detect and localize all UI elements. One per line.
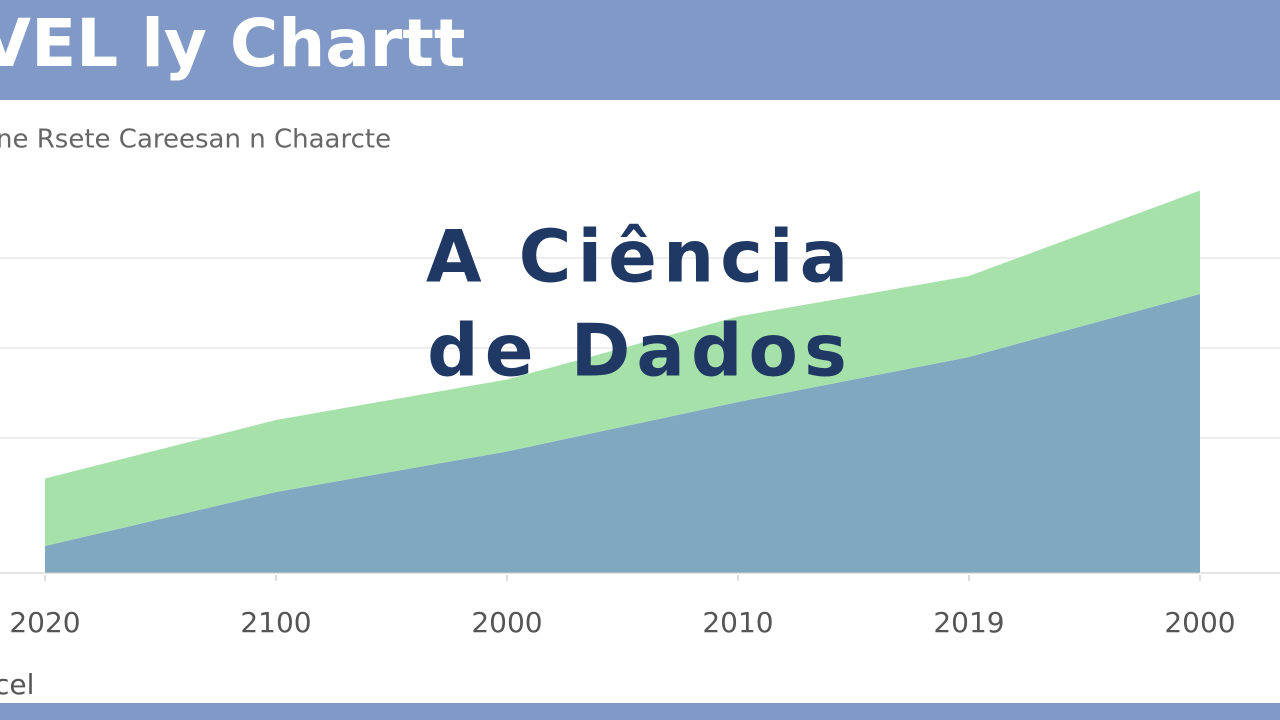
x-tick-label: 2100 bbox=[240, 606, 311, 639]
plot-area: 2020 2100 2000 2010 2019 2000 bbox=[0, 190, 1280, 639]
header-bar bbox=[0, 0, 1280, 100]
x-tick-label: 2000 bbox=[471, 606, 542, 639]
area-series bbox=[45, 294, 1200, 573]
area-series bbox=[45, 190, 1200, 546]
x-tick-label: 2010 bbox=[702, 606, 773, 639]
chart-title: VEL ly Chartt bbox=[0, 5, 465, 82]
overlay-text: de Dados bbox=[427, 309, 853, 393]
overlay-text: A Ciência bbox=[426, 215, 854, 299]
x-tick-label: 2019 bbox=[933, 606, 1004, 639]
footer-label: cel bbox=[0, 668, 34, 701]
x-tick-label: 2000 bbox=[1164, 606, 1235, 639]
footer-bar bbox=[0, 703, 1280, 720]
x-tick-label: 2020 bbox=[9, 606, 80, 639]
chart-subtitle: ne Rsete Careesan n Chaarcte bbox=[0, 125, 391, 155]
